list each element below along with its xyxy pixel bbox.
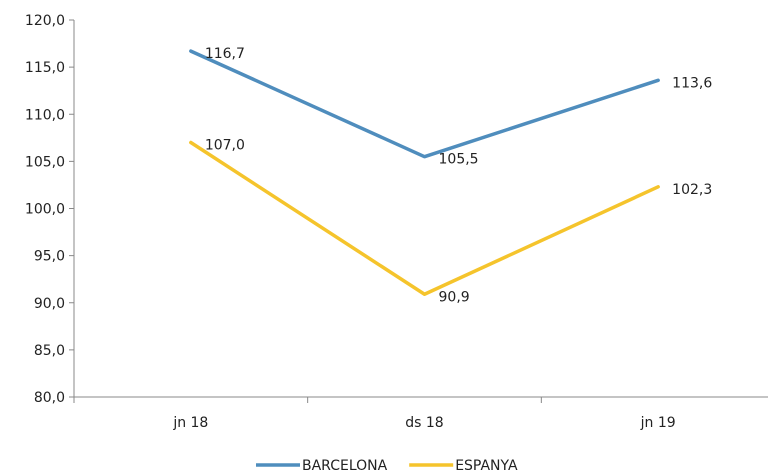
x-tick-label: ds 18 <box>405 415 443 431</box>
legend: BARCELONA ESPANYA <box>256 458 518 474</box>
y-tick-label: 105,0 <box>25 154 65 170</box>
data-label: 90,9 <box>439 289 470 305</box>
data-labels: 116,7 105,5 113,6 107,0 90,9 102,3 <box>205 46 713 305</box>
series-lines <box>189 49 660 297</box>
y-tick-label: 120,0 <box>25 13 65 29</box>
y-tick-label: 95,0 <box>34 249 65 265</box>
y-tick-label: 115,0 <box>25 60 65 76</box>
data-label: 116,7 <box>205 46 245 62</box>
y-axis-tick-labels: 80,0 85,0 90,0 95,0 100,0 105,0 110,0 115,0 120,… <box>25 13 65 406</box>
series-line-barcelona <box>189 49 660 159</box>
y-tick-label: 110,0 <box>25 107 65 123</box>
x-tick-label: jn 18 <box>172 415 208 431</box>
series-line-espanya <box>189 140 660 297</box>
data-label: 102,3 <box>672 182 712 198</box>
data-label: 113,6 <box>672 75 712 91</box>
y-tick-label: 100,0 <box>25 202 65 218</box>
axes <box>69 19 768 403</box>
legend-label: BARCELONA <box>302 458 388 474</box>
data-label: 107,0 <box>205 138 245 154</box>
x-tick-label: jn 19 <box>640 415 676 431</box>
data-label: 105,5 <box>439 152 479 168</box>
y-tick-label: 90,0 <box>34 296 65 312</box>
x-axis-tick-labels: jn 18 ds 18 jn 19 <box>172 415 675 431</box>
y-tick-label: 85,0 <box>34 343 65 359</box>
y-tick-label: 80,0 <box>34 390 65 406</box>
legend-label: ESPANYA <box>455 458 518 474</box>
